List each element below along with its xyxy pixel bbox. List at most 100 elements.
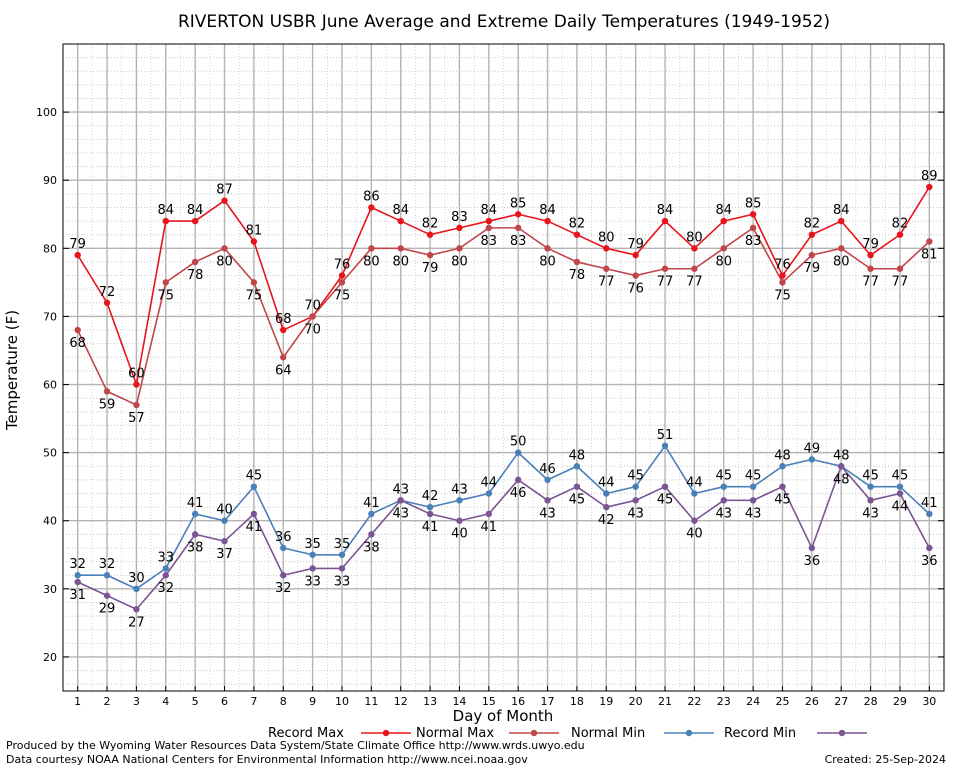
normal-min-point [456, 497, 463, 504]
normal-max-data-label: 75 [158, 288, 175, 303]
normal-min-point [250, 483, 258, 490]
x-tick-label: 13 [423, 695, 437, 708]
record-min-point [133, 606, 140, 613]
normal-min-data-label: 41 [921, 496, 938, 511]
normal-max-data-label: 80 [539, 254, 556, 269]
record-min-point [397, 497, 404, 504]
record-min-data-label: 46 [510, 486, 527, 501]
record-min-data-label: 27 [128, 615, 145, 630]
normal-max-point [103, 388, 111, 395]
normal-min-data-label: 44 [481, 475, 498, 490]
legend-swatch-marker [685, 729, 693, 737]
normal-min-point [74, 572, 81, 579]
normal-min-data-label: 45 [862, 469, 879, 484]
record-min-data-label: 43 [745, 506, 762, 521]
y-tick-label: 20 [43, 651, 57, 664]
record-min-point [221, 537, 228, 545]
normal-min-point [368, 510, 375, 518]
x-tick-label: 25 [775, 695, 789, 708]
normal-max-data-label: 75 [774, 288, 791, 303]
legend-label: Normal Min [571, 726, 645, 741]
y-tick-label: 30 [43, 583, 57, 596]
record-max-data-label: 86 [363, 189, 380, 204]
x-tick-label: 11 [364, 695, 378, 708]
normal-min-point [514, 449, 522, 456]
normal-min-point [720, 483, 727, 490]
normal-min-data-label: 45 [892, 469, 909, 484]
normal-max-point [191, 258, 199, 266]
record-min-data-label: 40 [451, 527, 468, 542]
x-tick-label: 8 [280, 695, 287, 708]
record-max-data-label: 82 [422, 217, 439, 232]
normal-min-point [632, 483, 639, 490]
record-min-point [191, 531, 199, 538]
record-max-point [573, 231, 581, 238]
record-min-point [514, 476, 522, 484]
record-min-data-label: 43 [715, 506, 732, 521]
footer-created-date: Created: 25-Sep-2024 [825, 753, 946, 766]
normal-min-data-label: 32 [69, 557, 86, 572]
record-max-point [456, 224, 463, 232]
record-max-data-label: 68 [275, 312, 292, 327]
record-max-point [896, 231, 904, 238]
record-max-point [867, 251, 874, 259]
record-max-point [162, 217, 169, 225]
record-min-point [749, 497, 757, 504]
normal-max-point [573, 258, 581, 266]
normal-max-point [74, 326, 81, 334]
x-tick-label: 23 [717, 695, 731, 708]
normal-max-point [397, 245, 404, 252]
normal-min-data-label: 35 [304, 537, 321, 552]
record-min-data-label: 38 [363, 540, 380, 555]
record-max-data-label: 85 [510, 196, 527, 211]
record-max-data-label: 84 [481, 203, 498, 218]
record-min-point [573, 483, 581, 490]
normal-min-point [779, 463, 786, 470]
normal-max-point [309, 313, 316, 320]
normal-min-data-label: 48 [569, 448, 586, 463]
record-min-data-label: 43 [539, 506, 556, 521]
record-min-point [456, 517, 463, 524]
record-min-point [896, 490, 904, 497]
legend-swatch-marker [382, 729, 390, 737]
normal-min-data-label: 41 [363, 496, 380, 511]
normal-max-data-label: 77 [598, 275, 615, 290]
normal-max-point [896, 265, 904, 272]
x-axis-label: Day of Month [453, 707, 554, 725]
x-tick-label: 17 [541, 695, 555, 708]
normal-max-data-label: 59 [99, 397, 116, 412]
x-tick-label: 1 [74, 695, 81, 708]
normal-min-point [221, 517, 228, 524]
normal-max-data-label: 81 [921, 248, 938, 263]
normal-max-data-label: 68 [69, 336, 86, 351]
record-min-data-label: 32 [275, 581, 292, 596]
record-min-point [103, 592, 111, 599]
chart-title: RIVERTON USBR June Average and Extreme D… [178, 12, 830, 32]
x-tick-label: 21 [658, 695, 672, 708]
normal-max-point [338, 279, 346, 286]
normal-max-point [162, 279, 169, 286]
normal-max-point [720, 245, 727, 252]
record-max-point [338, 272, 346, 279]
normal-min-point [661, 442, 669, 450]
record-max-data-label: 80 [598, 230, 615, 245]
record-min-point [632, 497, 639, 504]
x-tick-label: 7 [250, 695, 257, 708]
y-tick-label: 70 [43, 310, 57, 323]
x-tick-label: 28 [864, 695, 878, 708]
y-axis-label: Temperature (F) [3, 310, 21, 431]
x-tick-label: 6 [221, 695, 228, 708]
normal-max-data-label: 77 [862, 275, 879, 290]
record-min-point [544, 497, 551, 504]
record-min-point [603, 503, 610, 511]
normal-max-point [221, 245, 228, 252]
record-max-point [808, 231, 816, 238]
record-max-point [779, 272, 786, 279]
record-min-point [485, 510, 493, 518]
record-max-point [544, 217, 551, 225]
record-min-point [926, 544, 933, 552]
record-min-point [691, 517, 698, 524]
normal-max-data-label: 80 [451, 254, 468, 269]
normal-max-point [867, 265, 874, 272]
normal-max-data-label: 83 [745, 234, 762, 249]
